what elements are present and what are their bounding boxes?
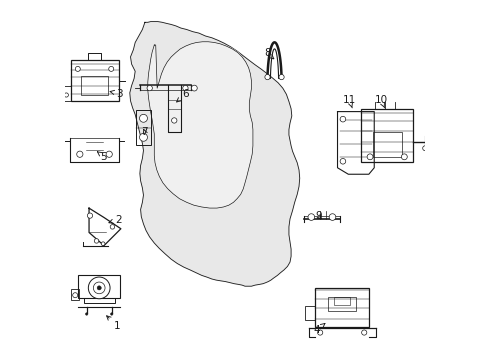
Text: 2: 2	[109, 215, 122, 225]
Bar	[71, 289, 79, 300]
Text: 7: 7	[142, 127, 148, 138]
Circle shape	[340, 158, 346, 164]
Circle shape	[183, 85, 188, 91]
Polygon shape	[148, 42, 253, 208]
Circle shape	[147, 85, 152, 91]
Circle shape	[94, 239, 99, 243]
Circle shape	[73, 293, 78, 298]
Text: 4: 4	[313, 323, 325, 336]
Bar	[362, 109, 413, 162]
Bar	[136, 111, 151, 145]
Circle shape	[140, 133, 147, 141]
Circle shape	[88, 277, 110, 299]
Circle shape	[172, 118, 177, 123]
Circle shape	[318, 330, 323, 335]
Circle shape	[85, 313, 88, 315]
Bar	[62, 86, 71, 101]
Text: 6: 6	[177, 89, 189, 102]
Circle shape	[101, 242, 105, 246]
Text: 3: 3	[110, 89, 123, 99]
Bar	[78, 275, 120, 298]
Text: 10: 10	[374, 95, 388, 108]
Circle shape	[401, 154, 407, 160]
Text: 1: 1	[107, 316, 121, 331]
Circle shape	[367, 154, 373, 160]
Circle shape	[97, 286, 101, 290]
Text: 9: 9	[316, 211, 322, 221]
Circle shape	[64, 93, 69, 97]
Bar	[328, 297, 356, 311]
Circle shape	[77, 151, 83, 157]
Circle shape	[423, 146, 428, 151]
Circle shape	[87, 213, 93, 218]
Bar	[305, 306, 315, 320]
Circle shape	[94, 282, 105, 294]
Circle shape	[265, 75, 270, 80]
Bar	[71, 59, 119, 101]
Circle shape	[340, 116, 346, 122]
Bar	[81, 76, 108, 95]
Text: 5: 5	[98, 152, 107, 162]
Circle shape	[110, 313, 113, 315]
Circle shape	[110, 225, 115, 229]
Bar	[83, 298, 115, 302]
Circle shape	[192, 85, 197, 91]
Polygon shape	[130, 22, 300, 286]
Bar	[315, 288, 369, 327]
Circle shape	[279, 75, 284, 80]
Text: 8: 8	[264, 48, 274, 59]
Circle shape	[75, 66, 80, 71]
Circle shape	[362, 330, 367, 335]
Circle shape	[140, 114, 147, 122]
Circle shape	[308, 214, 315, 220]
Bar	[372, 132, 402, 157]
Text: 11: 11	[343, 95, 356, 108]
Circle shape	[109, 66, 114, 71]
Circle shape	[329, 214, 336, 220]
Bar	[334, 297, 350, 305]
Circle shape	[106, 151, 112, 157]
